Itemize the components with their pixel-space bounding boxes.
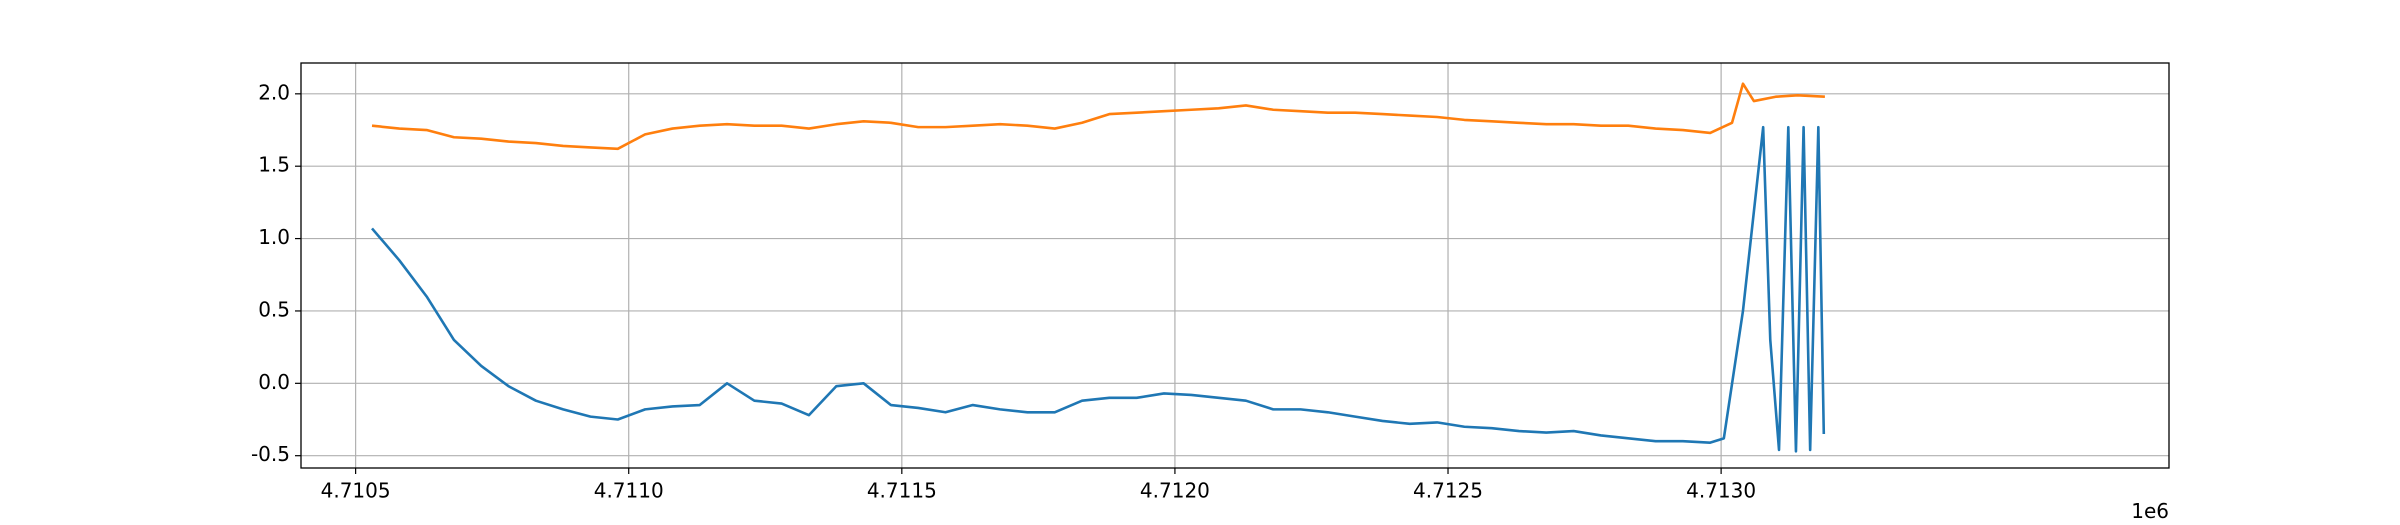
- x-tick-label: 4.7105: [321, 479, 391, 503]
- y-tick-label: 0.0: [258, 370, 290, 394]
- x-tick-label: 4.7120: [1140, 479, 1210, 503]
- line-series: [371, 82, 1825, 151]
- y-tick-label: 1.5: [258, 153, 290, 177]
- plot-frame: [300, 62, 2170, 469]
- y-tick-label: 1.0: [258, 225, 290, 249]
- x-tick-label: 4.7110: [594, 479, 664, 503]
- y-tick-label: 2.0: [258, 80, 290, 104]
- x-tick-label: 4.7125: [1413, 479, 1483, 503]
- line-series: [371, 125, 1826, 453]
- x-tick-label: 4.7130: [1686, 479, 1756, 503]
- x-offset-label: 1e6: [2131, 499, 2169, 523]
- y-tick-label: 0.5: [258, 297, 290, 321]
- x-tick-label: 4.7115: [867, 479, 937, 503]
- y-tick-label: -0.5: [251, 442, 290, 466]
